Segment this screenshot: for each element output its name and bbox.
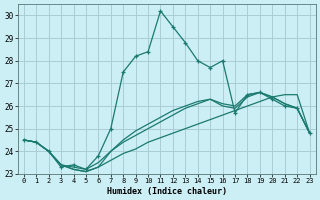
X-axis label: Humidex (Indice chaleur): Humidex (Indice chaleur)	[107, 187, 227, 196]
